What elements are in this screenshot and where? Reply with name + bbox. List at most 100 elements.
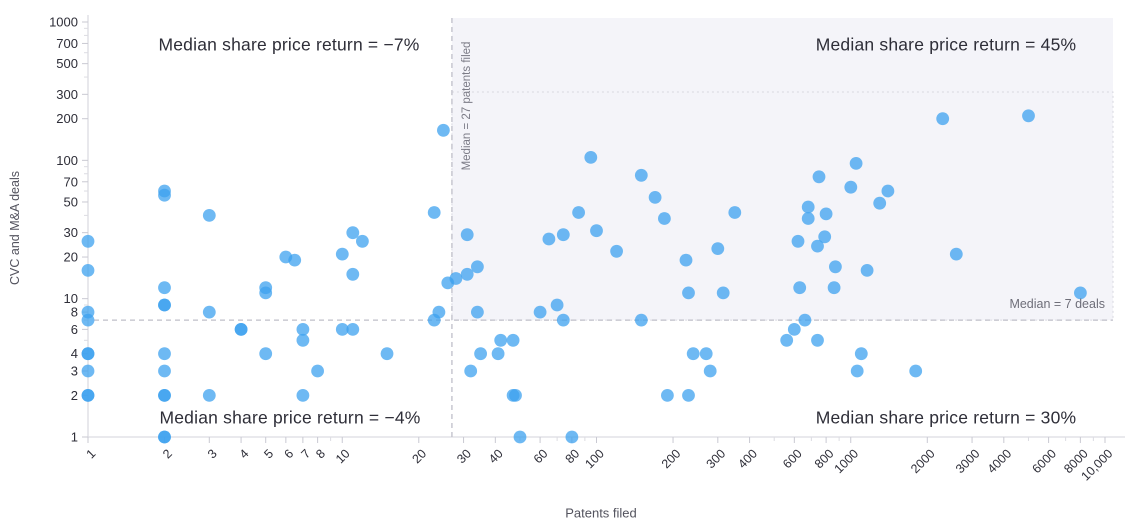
data-point[interactable] bbox=[844, 180, 858, 194]
data-point[interactable] bbox=[780, 333, 794, 347]
data-point[interactable] bbox=[873, 196, 887, 210]
data-point[interactable] bbox=[335, 247, 349, 261]
data-point[interactable] bbox=[311, 364, 324, 378]
data-point[interactable] bbox=[158, 188, 171, 202]
data-point[interactable] bbox=[1074, 286, 1087, 300]
data-point[interactable] bbox=[791, 234, 805, 248]
data-point[interactable] bbox=[259, 347, 273, 361]
data-point[interactable] bbox=[296, 323, 310, 336]
data-point[interactable] bbox=[936, 112, 950, 126]
data-point[interactable] bbox=[849, 157, 863, 170]
data-point[interactable] bbox=[509, 389, 522, 402]
data-point[interactable] bbox=[346, 226, 360, 240]
data-point[interactable] bbox=[658, 212, 671, 225]
data-point[interactable] bbox=[346, 267, 360, 281]
data-point[interactable] bbox=[556, 313, 570, 327]
data-point[interactable] bbox=[158, 281, 171, 295]
data-point[interactable] bbox=[818, 230, 832, 244]
data-point[interactable] bbox=[682, 286, 695, 300]
data-point[interactable] bbox=[610, 244, 623, 258]
data-point[interactable] bbox=[335, 323, 349, 336]
data-point[interactable] bbox=[556, 228, 570, 242]
data-point[interactable] bbox=[572, 206, 585, 219]
data-point[interactable] bbox=[850, 364, 864, 378]
data-point[interactable] bbox=[909, 364, 923, 378]
data-point[interactable] bbox=[728, 206, 742, 219]
data-point[interactable] bbox=[854, 347, 868, 361]
y-tick-label: 500 bbox=[56, 56, 78, 71]
data-point[interactable] bbox=[703, 364, 717, 378]
data-point[interactable] bbox=[860, 264, 874, 277]
data-point[interactable] bbox=[464, 364, 478, 378]
data-point[interactable] bbox=[798, 313, 812, 327]
data-point[interactable] bbox=[471, 305, 484, 319]
data-point[interactable] bbox=[81, 364, 95, 378]
data-point[interactable] bbox=[949, 247, 963, 261]
data-point[interactable] bbox=[634, 168, 648, 182]
data-point[interactable] bbox=[158, 430, 171, 444]
data-point[interactable] bbox=[829, 260, 842, 274]
data-point[interactable] bbox=[565, 430, 579, 444]
data-point[interactable] bbox=[634, 313, 648, 327]
data-point[interactable] bbox=[202, 209, 216, 222]
data-point[interactable] bbox=[81, 389, 95, 402]
data-point[interactable] bbox=[158, 347, 171, 361]
data-point[interactable] bbox=[202, 305, 216, 319]
data-point[interactable] bbox=[288, 253, 302, 267]
data-point[interactable] bbox=[427, 206, 441, 219]
data-point[interactable] bbox=[811, 333, 824, 347]
data-point[interactable] bbox=[881, 184, 895, 198]
data-point[interactable] bbox=[590, 224, 603, 238]
data-point[interactable] bbox=[648, 191, 662, 204]
data-point[interactable] bbox=[682, 389, 695, 402]
data-point[interactable] bbox=[812, 170, 826, 184]
data-point[interactable] bbox=[801, 212, 815, 225]
data-point[interactable] bbox=[542, 232, 556, 246]
data-point[interactable] bbox=[296, 333, 310, 347]
data-point[interactable] bbox=[494, 333, 508, 347]
data-point[interactable] bbox=[1022, 109, 1035, 123]
data-point[interactable] bbox=[460, 228, 474, 242]
data-point[interactable] bbox=[661, 389, 674, 402]
data-point[interactable] bbox=[550, 298, 564, 312]
data-point[interactable] bbox=[81, 313, 95, 327]
annotation-median-return-top-left: Median share price return = −7% bbox=[158, 34, 420, 55]
data-point[interactable] bbox=[202, 389, 216, 402]
data-point[interactable] bbox=[819, 207, 833, 221]
data-point[interactable] bbox=[711, 242, 725, 256]
data-point[interactable] bbox=[380, 347, 394, 361]
data-point[interactable] bbox=[699, 347, 713, 361]
data-point[interactable] bbox=[158, 298, 171, 312]
data-point[interactable] bbox=[81, 264, 95, 277]
data-point[interactable] bbox=[491, 347, 505, 361]
data-point[interactable] bbox=[474, 347, 487, 361]
data-point[interactable] bbox=[686, 347, 700, 361]
data-point[interactable] bbox=[793, 281, 807, 295]
data-point[interactable] bbox=[449, 272, 463, 285]
data-point[interactable] bbox=[234, 323, 248, 336]
data-point[interactable] bbox=[787, 323, 801, 336]
data-point[interactable] bbox=[471, 260, 484, 274]
data-point[interactable] bbox=[827, 281, 841, 295]
data-point[interactable] bbox=[158, 364, 171, 378]
data-point[interactable] bbox=[81, 347, 95, 361]
data-point[interactable] bbox=[460, 267, 474, 281]
data-point[interactable] bbox=[513, 430, 527, 444]
data-point[interactable] bbox=[296, 389, 310, 402]
data-point[interactable] bbox=[356, 234, 369, 248]
data-point[interactable] bbox=[81, 234, 95, 248]
data-point[interactable] bbox=[811, 239, 824, 253]
data-point[interactable] bbox=[584, 151, 598, 164]
data-point[interactable] bbox=[346, 323, 360, 336]
data-point[interactable] bbox=[716, 286, 730, 300]
data-point[interactable] bbox=[259, 286, 273, 300]
data-point[interactable] bbox=[437, 123, 450, 137]
data-point[interactable] bbox=[801, 200, 815, 214]
data-point[interactable] bbox=[679, 253, 693, 267]
y-tick-label: 100 bbox=[56, 153, 78, 168]
data-point[interactable] bbox=[158, 389, 171, 402]
data-point[interactable] bbox=[533, 305, 547, 319]
data-point[interactable] bbox=[432, 305, 446, 319]
data-point[interactable] bbox=[506, 333, 520, 347]
